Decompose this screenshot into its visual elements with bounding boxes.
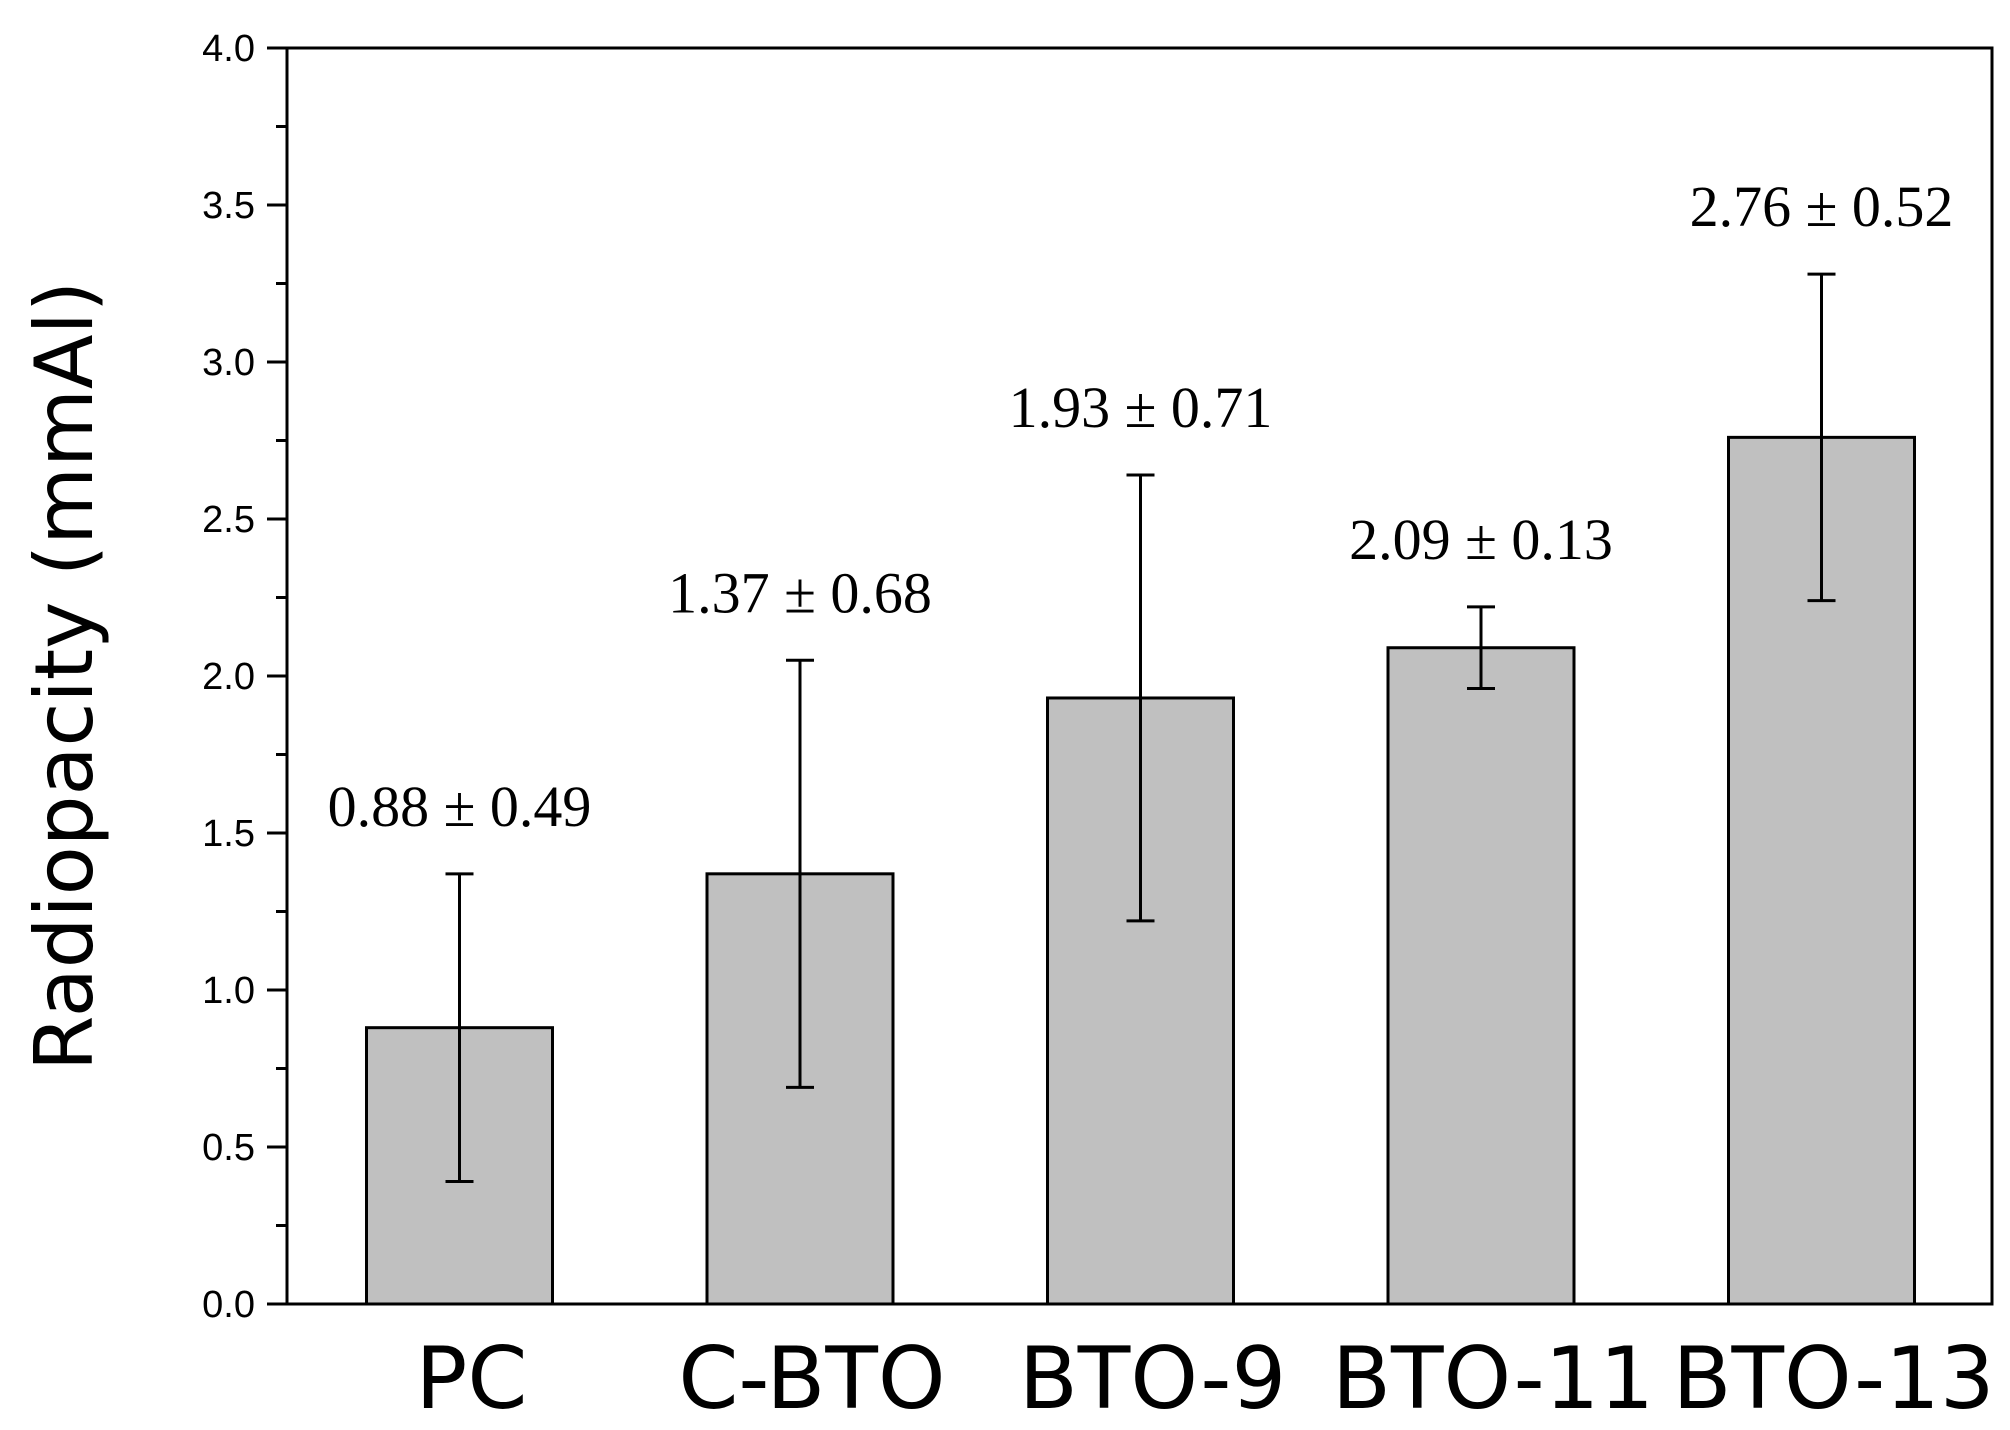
category-labels: PC C-BTO BTO-9 BTO-11 BTO-13 [416,1329,1995,1429]
data-label: 1.37 ± 0.68 [668,560,932,625]
y-tick-label: 1.5 [202,813,255,855]
y-axis-ticks: 0.0 0.5 1.0 1.5 2.0 2.5 3.0 3.5 4.0 [202,28,287,1326]
category-label: C-BTO [678,1329,945,1429]
bars [365,435,1916,1306]
data-label: 2.09 ± 0.13 [1349,507,1613,572]
y-tick-label: 0.5 [202,1127,255,1169]
data-label: 0.88 ± 0.49 [328,774,592,839]
y-tick-label: 4.0 [202,28,255,70]
y-tick-label: 0.0 [202,1284,255,1326]
data-label: 1.93 ± 0.71 [1009,375,1273,440]
y-tick-label: 2.0 [202,656,255,698]
category-label: BTO-11 [1332,1329,1654,1429]
error-bars [445,272,1836,1184]
data-labels: 0.88 ± 0.49 1.37 ± 0.68 1.93 ± 0.71 2.09 ± … [328,174,1954,839]
y-tick-label: 2.5 [202,499,255,541]
y-tick-label: 1.0 [202,970,255,1012]
y-tick-label: 3.5 [202,185,255,227]
bar-bto-11 [1386,646,1576,1306]
category-label: BTO-13 [1672,1329,1994,1429]
data-label: 2.76 ± 0.52 [1690,174,1954,239]
category-label: BTO-9 [1019,1329,1286,1429]
y-tick-label: 3.0 [202,342,255,384]
category-label: PC [416,1329,528,1429]
y-axis-label: Radiopacity (mmAl) [18,281,111,1071]
